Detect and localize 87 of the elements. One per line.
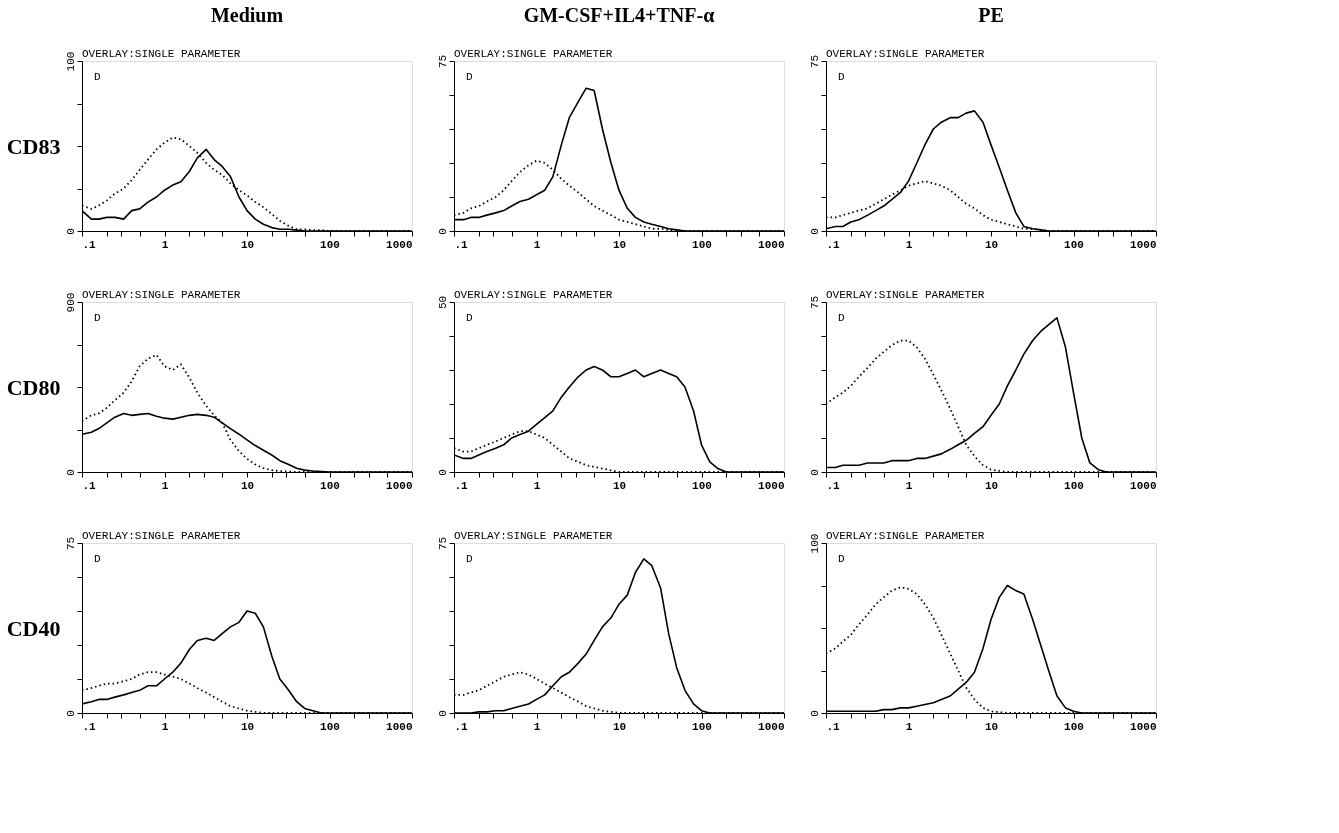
- x-tick-label: 1000: [386, 238, 413, 251]
- chart-subtitle: OVERLAY:SINGLE PARAMETER: [82, 289, 241, 301]
- y-tick-label: 900: [64, 292, 77, 313]
- x-tick-label: 100: [320, 238, 340, 251]
- y-tick-label: 0: [808, 228, 821, 235]
- chart-subtitle: OVERLAY:SINGLE PARAMETER: [454, 48, 613, 60]
- annotation: D: [466, 553, 473, 565]
- x-tick-label: .1: [826, 720, 841, 733]
- chart-subtitle: OVERLAY:SINGLE PARAMETER: [454, 289, 613, 301]
- x-tick-label: 1: [161, 720, 169, 733]
- annotation: D: [466, 71, 473, 83]
- y-tick-label: 75: [808, 54, 821, 69]
- x-tick-label: 1: [161, 238, 169, 251]
- x-tick-label: 10: [984, 720, 999, 733]
- chart-title: GM-CSF+IL4+TNF-α: [523, 4, 715, 26]
- chart-subtitle: OVERLAY:SINGLE PARAMETER: [826, 530, 985, 542]
- x-tick-label: 100: [320, 720, 340, 733]
- x-tick-label: 10: [240, 238, 255, 251]
- x-tick-label: 1: [905, 479, 913, 492]
- x-tick-label: .1: [82, 238, 97, 251]
- y-tick-label: 0: [808, 469, 821, 476]
- x-tick-label: 1000: [386, 479, 413, 492]
- x-tick-label: .1: [454, 479, 469, 492]
- chart-title: Medium: [210, 4, 284, 26]
- x-tick-label: 10: [984, 479, 999, 492]
- x-tick-label: 1000: [758, 238, 785, 251]
- x-tick-label: 100: [1064, 238, 1084, 251]
- chart-subtitle: OVERLAY:SINGLE PARAMETER: [82, 530, 241, 542]
- chart-subtitle: OVERLAY:SINGLE PARAMETER: [454, 530, 613, 542]
- x-tick-label: 1000: [758, 720, 785, 733]
- y-tick-label: 100: [64, 51, 77, 72]
- annotation: D: [94, 312, 101, 324]
- x-tick-label: .1: [826, 479, 841, 492]
- x-tick-label: 10: [612, 479, 627, 492]
- x-tick-label: 10: [240, 720, 255, 733]
- x-tick-label: 1000: [1130, 720, 1157, 733]
- x-tick-label: .1: [454, 720, 469, 733]
- x-tick-label: 1: [533, 720, 541, 733]
- x-tick-label: 1: [905, 720, 913, 733]
- x-tick-label: 100: [1064, 479, 1084, 492]
- y-tick-label: 75: [64, 536, 77, 551]
- y-axis-title: CD80: [6, 374, 61, 400]
- y-axis-title: CD83: [6, 133, 61, 159]
- y-tick-label: 100: [808, 533, 821, 554]
- x-tick-label: .1: [82, 479, 97, 492]
- x-tick-label: .1: [82, 720, 97, 733]
- annotation: D: [466, 312, 473, 324]
- x-tick-label: 1000: [1130, 479, 1157, 492]
- x-tick-label: 100: [692, 720, 712, 733]
- x-tick-label: 1: [161, 479, 169, 492]
- y-tick-label: 0: [436, 469, 449, 476]
- y-tick-label: 75: [808, 295, 821, 310]
- x-tick-label: 10: [612, 238, 627, 251]
- y-tick-label: 0: [64, 469, 77, 476]
- x-tick-label: 10: [984, 238, 999, 251]
- y-tick-label: 0: [436, 228, 449, 235]
- x-tick-label: .1: [454, 238, 469, 251]
- x-tick-label: 1: [533, 238, 541, 251]
- x-tick-label: 10: [612, 720, 627, 733]
- x-tick-label: 1: [533, 479, 541, 492]
- chart-subtitle: OVERLAY:SINGLE PARAMETER: [826, 289, 985, 301]
- x-tick-label: 10: [240, 479, 255, 492]
- annotation: D: [838, 312, 845, 324]
- x-tick-label: 1000: [386, 720, 413, 733]
- y-tick-label: 0: [64, 710, 77, 717]
- annotation: D: [94, 71, 101, 83]
- chart-title: PE: [978, 4, 1004, 26]
- chart-subtitle: OVERLAY:SINGLE PARAMETER: [826, 48, 985, 60]
- y-tick-label: 0: [64, 228, 77, 235]
- y-tick-label: 50: [436, 295, 449, 310]
- x-tick-label: 1000: [758, 479, 785, 492]
- y-tick-label: 0: [436, 710, 449, 717]
- x-tick-label: 100: [692, 238, 712, 251]
- x-tick-label: 1: [905, 238, 913, 251]
- x-tick-label: 1000: [1130, 238, 1157, 251]
- y-tick-label: 75: [436, 54, 449, 69]
- x-tick-label: 100: [320, 479, 340, 492]
- annotation: D: [838, 71, 845, 83]
- x-tick-label: .1: [826, 238, 841, 251]
- y-tick-label: 0: [808, 710, 821, 717]
- annotation: D: [838, 553, 845, 565]
- x-tick-label: 100: [692, 479, 712, 492]
- x-tick-label: 100: [1064, 720, 1084, 733]
- y-axis-title: CD40: [6, 615, 61, 641]
- chart-subtitle: OVERLAY:SINGLE PARAMETER: [82, 48, 241, 60]
- y-tick-label: 75: [436, 536, 449, 551]
- annotation: D: [94, 553, 101, 565]
